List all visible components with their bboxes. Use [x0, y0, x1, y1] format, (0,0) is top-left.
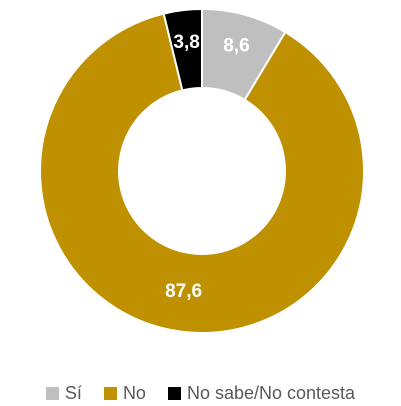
legend-label-no: No	[122, 382, 146, 403]
slice-no-sabe	[162, 7, 203, 92]
legend-item-si: Sí	[45, 382, 82, 404]
legend-label-si: Sí	[64, 382, 82, 403]
legend-swatch-si	[45, 386, 59, 400]
legend-item-no: No	[103, 382, 146, 404]
slice-label-si: 8,6	[223, 36, 249, 57]
slice-label-no-sabe: 3,8	[173, 32, 199, 53]
legend-item-no-sabe: No sabe/No contesta	[167, 382, 356, 404]
donut-chart-svg: 8,6 87,6 3,8	[39, 7, 365, 334]
slice-label-no: 87,6	[165, 281, 202, 302]
slice-no	[39, 12, 365, 334]
legend: Sí No No sabe/No contesta	[0, 380, 401, 406]
legend-swatch-no-sabe	[167, 386, 181, 400]
legend-label-no-sabe: No sabe/No contesta	[186, 382, 356, 403]
legend-swatch-no	[103, 386, 117, 400]
